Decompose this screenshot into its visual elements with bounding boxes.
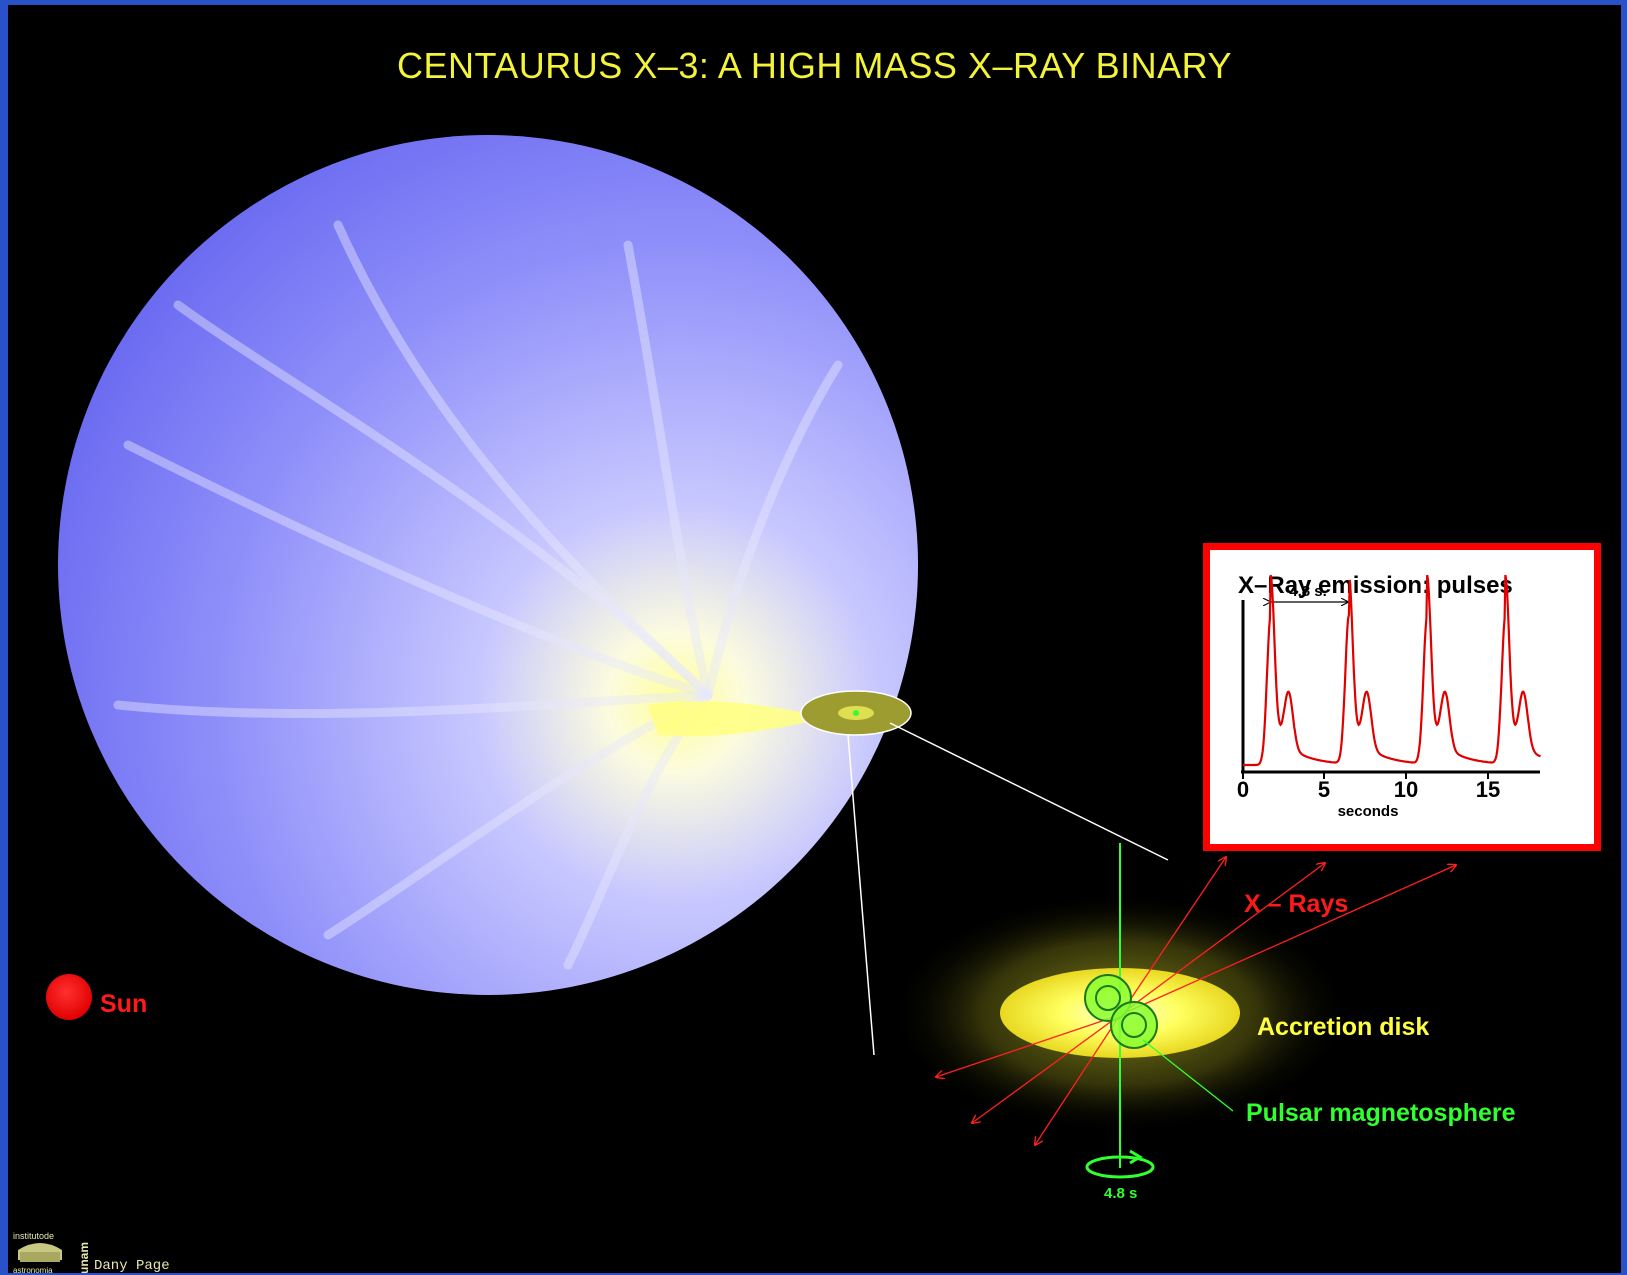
tick-label-0: 0: [1237, 777, 1249, 802]
accretion-disk-label: Accretion disk: [1257, 1013, 1430, 1041]
rotation-arrow-icon: [1085, 1149, 1155, 1179]
diagram-canvas: CENTAURUS X–3: A HIGH MASS X–RAY BINARY: [8, 5, 1621, 1273]
pulsar-magnetosphere-label: Pulsar magnetosphere: [1246, 1099, 1516, 1127]
tick-label-15: 15: [1476, 777, 1500, 802]
blue-supergiant-star: [58, 135, 918, 995]
pulsar-magnetosphere-lobes: [1084, 974, 1158, 1049]
xray-beams: [936, 857, 1456, 1145]
xray-pulse-inset: X–Ray emission: pulses 4.8 s. 0 5 10 15 …: [1203, 543, 1601, 851]
observatory-base: [20, 1252, 60, 1262]
author-credit: Dany Page: [94, 1258, 170, 1273]
logo-text-bottom: astronomia: [13, 1266, 53, 1273]
small-accretion-disk: [800, 690, 912, 736]
zoom-line-right: [889, 722, 1169, 861]
institute-logo: institutode astronomia unam: [13, 1231, 91, 1273]
xrays-label: X – Rays: [1244, 890, 1349, 918]
diagram-title: CENTAURUS X–3: A HIGH MASS X–RAY BINARY: [396, 45, 1233, 86]
period-label: 4.8 s.: [1289, 583, 1327, 600]
logo-text-top: institutode: [13, 1231, 54, 1241]
magnetosphere-leader: [1142, 1039, 1234, 1112]
illustration: [46, 135, 1621, 1179]
rotation-period-label: 4.8 s: [1104, 1185, 1138, 1202]
sun-label: Sun: [100, 990, 148, 1018]
x-axis-label: seconds: [1338, 803, 1399, 820]
inset-title: X–Ray emission: pulses: [1238, 572, 1513, 599]
sun-circle: [46, 974, 92, 1020]
logo-side-text: unam: [77, 1242, 91, 1273]
pulse-curve: [1243, 574, 1541, 767]
tick-label-10: 10: [1394, 777, 1418, 802]
tick-label-5: 5: [1318, 777, 1330, 802]
zoom-line-left: [847, 734, 875, 1056]
pulse-plot: 4.8 s. 0 5 10 15 seconds: [1237, 574, 1541, 820]
plot-ticks: [1242, 772, 1489, 779]
